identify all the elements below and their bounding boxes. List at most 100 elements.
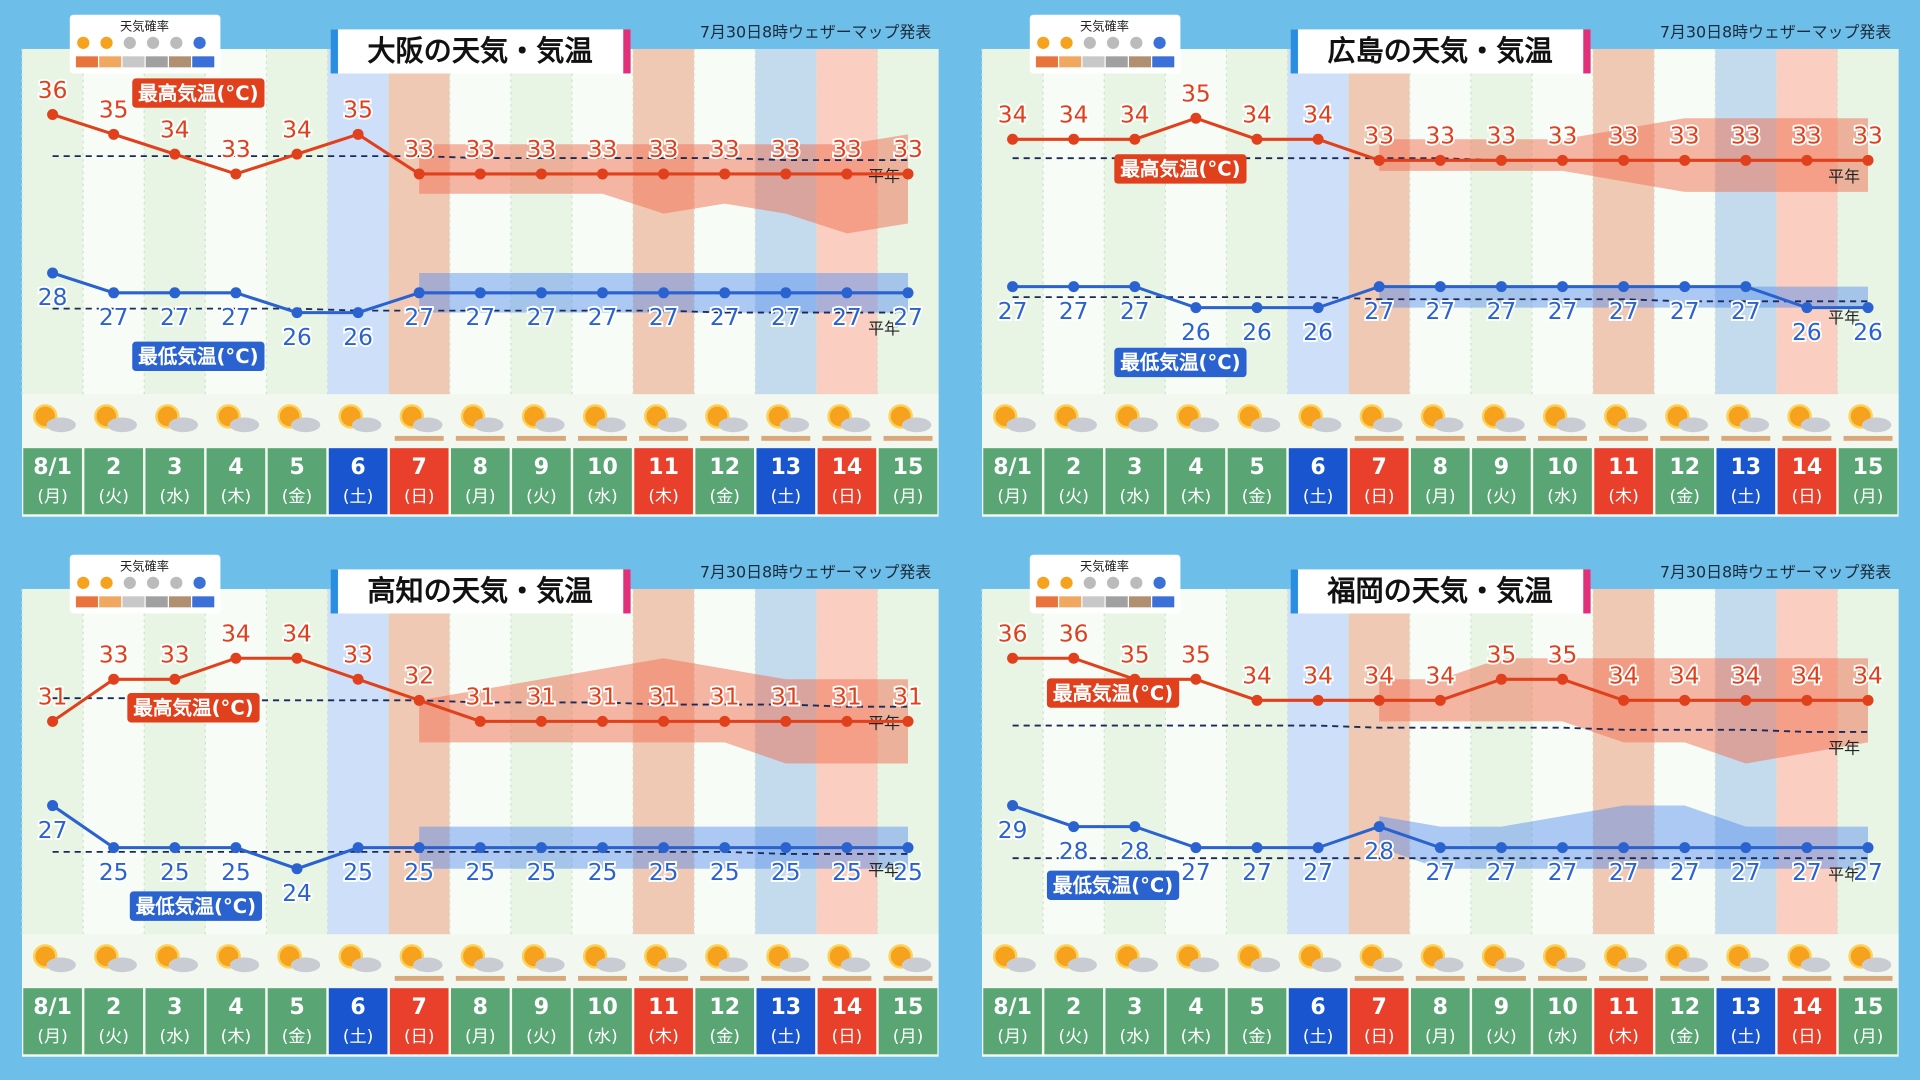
cloud-icon xyxy=(1678,957,1708,973)
temperature-point xyxy=(474,715,486,727)
weekday-label: (木) xyxy=(1181,487,1212,507)
normal-label: 平年 xyxy=(1828,865,1860,884)
weekday-label: (木) xyxy=(221,1027,252,1047)
date-label: 3 xyxy=(1127,995,1142,1020)
date-cell xyxy=(983,448,1042,515)
temperature-point xyxy=(719,168,731,180)
value-label: 33 xyxy=(1792,123,1822,150)
weekday-label: (木) xyxy=(1608,487,1639,507)
cloud-icon xyxy=(1006,957,1036,973)
forecast-range xyxy=(419,658,909,764)
date-cell xyxy=(328,448,388,515)
day-column xyxy=(1715,48,1777,395)
value-label: 26 xyxy=(1792,319,1822,346)
date-cell xyxy=(1472,448,1531,515)
date-cell xyxy=(1472,988,1531,1055)
title-accent xyxy=(1583,569,1591,614)
value-label: 31 xyxy=(466,684,496,711)
weather-panel: 8/1 (月) 2 (火) 3 (水) 4 (木) 5 (金) 6 (土) 7 (日) 8 (月) 9 (火) 10… xyxy=(981,14,1899,517)
series-label: 最低気温(°C) xyxy=(136,895,256,918)
cloud-icon xyxy=(535,417,565,433)
probability-strip xyxy=(394,435,444,441)
date-label: 14 xyxy=(1792,995,1823,1020)
cloud-icon xyxy=(1006,417,1036,433)
legend-strip xyxy=(1035,56,1058,68)
date-label: 15 xyxy=(893,995,924,1020)
value-label: 31 xyxy=(710,684,740,711)
cloud-icon xyxy=(1495,957,1525,973)
value-label: 33 xyxy=(1670,123,1700,150)
weekday-label: (土) xyxy=(1303,487,1334,507)
value-label: 27 xyxy=(998,298,1028,325)
weekday-label: (火) xyxy=(1486,487,1517,507)
value-label: 27 xyxy=(404,304,434,331)
cloud-icon xyxy=(474,417,504,433)
probability-strip xyxy=(455,975,505,981)
normal-label: 平年 xyxy=(1828,739,1860,758)
date-cell xyxy=(1533,448,1592,515)
temperature-point xyxy=(1007,133,1019,145)
weekday-label: (水) xyxy=(1120,1027,1151,1047)
series-label: 最低気温(°C) xyxy=(138,345,258,368)
temperature-point xyxy=(1495,281,1507,293)
date-label: 2 xyxy=(106,455,121,480)
date-cell xyxy=(512,988,571,1055)
probability-strip xyxy=(1415,975,1465,981)
value-label: 27 xyxy=(1487,298,1517,325)
temperature-point xyxy=(1740,842,1752,854)
temperature-point xyxy=(1312,133,1324,145)
value-label: 27 xyxy=(1303,859,1333,886)
value-label: 27 xyxy=(1181,859,1211,886)
probability-strip xyxy=(822,435,872,441)
day-column xyxy=(327,48,389,395)
temperature-point xyxy=(1679,842,1691,854)
probability-strip xyxy=(761,435,811,441)
temperature-point xyxy=(902,287,914,299)
legend-strip xyxy=(1152,56,1175,68)
temperature-point xyxy=(597,168,609,180)
temperature-point xyxy=(1068,821,1080,833)
weekday-label: (水) xyxy=(1120,487,1151,507)
temperature-point xyxy=(1740,281,1752,293)
value-label: 25 xyxy=(466,859,496,886)
day-column xyxy=(982,588,1044,935)
day-column xyxy=(1593,48,1655,395)
legend-strip xyxy=(1105,56,1128,68)
temperature-point xyxy=(352,128,364,140)
temperature-point xyxy=(658,715,670,727)
legend-icon xyxy=(1060,576,1073,589)
temperature-point xyxy=(1373,281,1385,293)
weekday-label: (土) xyxy=(1303,1027,1334,1047)
day-column-tint xyxy=(1348,588,1410,935)
temperature-point xyxy=(1190,302,1202,314)
value-label: 27 xyxy=(466,304,496,331)
weekday-label: (土) xyxy=(1731,1027,1761,1047)
cloud-icon xyxy=(901,417,932,433)
series-label: 最高気温(°C) xyxy=(133,696,253,719)
value-label: 33 xyxy=(466,136,496,163)
temperature-point xyxy=(230,287,242,299)
temperature-point xyxy=(1190,112,1202,124)
cloud-icon xyxy=(718,417,748,433)
series-label: 最高気温(°C) xyxy=(1053,682,1173,705)
value-label: 26 xyxy=(1242,319,1272,346)
value-label: 33 xyxy=(1364,123,1394,150)
date-label: 7 xyxy=(412,455,427,480)
temperature-point xyxy=(902,715,914,727)
cloud-icon xyxy=(46,417,76,433)
temperature-point xyxy=(169,148,181,160)
date-cell xyxy=(389,988,449,1055)
day-column xyxy=(694,48,756,395)
temperature-point xyxy=(1557,842,1569,854)
temperature-point xyxy=(108,287,120,299)
probability-strip xyxy=(455,435,505,441)
legend-icon xyxy=(1060,36,1073,49)
value-label: 33 xyxy=(771,136,801,163)
probability-strip xyxy=(761,975,811,981)
series-label-box xyxy=(1114,154,1247,184)
date-cell xyxy=(1349,448,1409,515)
legend-strip xyxy=(192,596,215,608)
normal-label: 平年 xyxy=(868,167,900,186)
cloud-icon xyxy=(1373,957,1403,973)
day-column-tint xyxy=(388,48,450,395)
